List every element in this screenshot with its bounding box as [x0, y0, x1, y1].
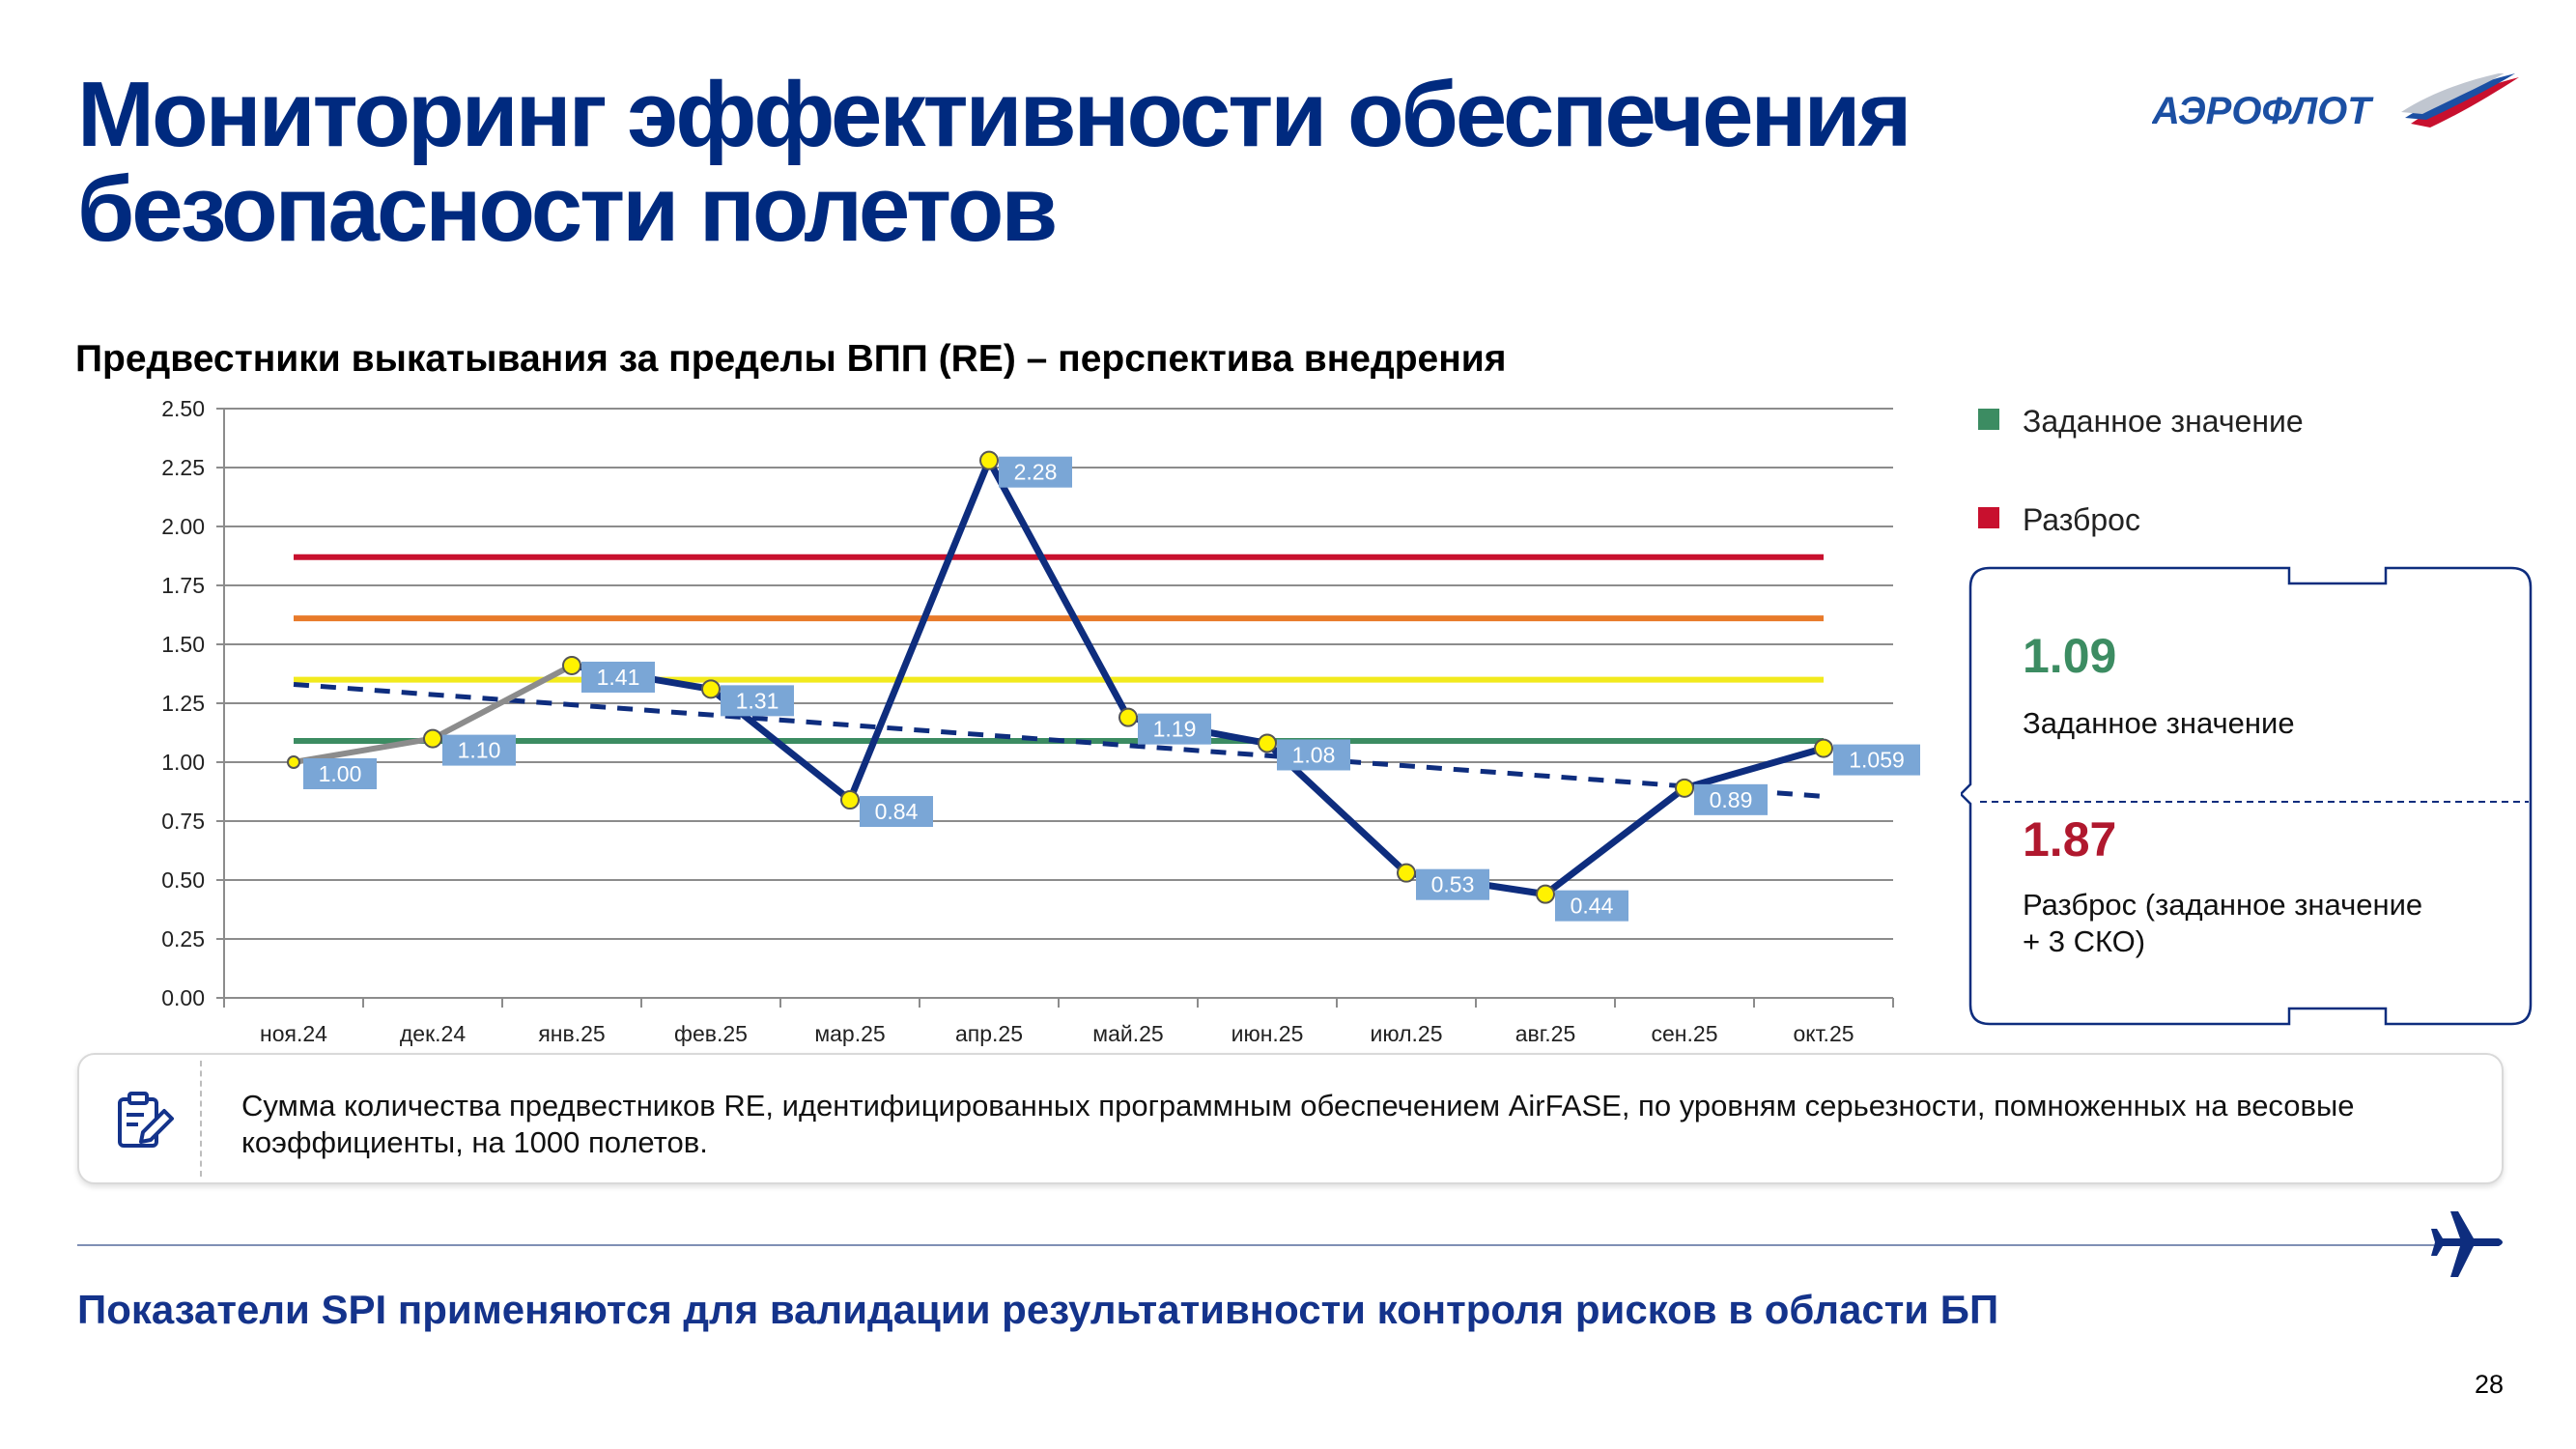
x-tick-label: янв.25: [538, 1021, 605, 1046]
data-point: [1536, 884, 1555, 904]
data-point: [1814, 738, 1833, 758]
x-tick-label: фев.25: [674, 1021, 748, 1046]
data-label-box: [581, 661, 655, 693]
legend-item-target: Заданное значение: [1978, 404, 2304, 440]
data-label-box: [999, 456, 1072, 488]
note-divider: [200, 1061, 202, 1177]
title-line-2: безопасности полетов: [77, 157, 1058, 261]
data-point: [979, 450, 999, 470]
page-number: 28: [2475, 1370, 2505, 1399]
data-label: 1.19: [1153, 717, 1197, 742]
data-point: [1675, 778, 1694, 798]
data-label: 1.10: [458, 738, 501, 763]
data-label: 1.41: [597, 665, 640, 690]
data-label: 0.53: [1431, 872, 1475, 897]
data-label-box: [860, 796, 933, 828]
clipboard-edit-icon: [118, 1092, 174, 1148]
data-point: [562, 655, 581, 675]
data-label-box: [442, 734, 516, 766]
logo-text: АЭРОФЛОТ: [2152, 90, 2374, 132]
data-label: 2.28: [1014, 460, 1058, 485]
x-tick-label: сен.25: [1652, 1021, 1718, 1046]
x-tick-label: апр.25: [955, 1021, 1023, 1046]
x-tick-label: май.25: [1092, 1021, 1163, 1046]
data-point: [1397, 863, 1416, 883]
line-chart: 0.00 0.25 0.50 0.75 1.00 1.25 1.50 1.75 2.00 2.25…: [161, 396, 1920, 1046]
x-tick-label: мар.25: [814, 1021, 885, 1046]
data-point: [1258, 733, 1277, 753]
data-label-box: [1138, 713, 1211, 745]
data-point: [423, 728, 442, 749]
y-tick-label: 0.25: [161, 926, 205, 952]
spread-label-line-1: Разброс (заданное значение: [2023, 888, 2423, 922]
data-label-box: [1833, 744, 1920, 776]
data-label: 0.84: [875, 799, 919, 824]
y-tick-label: 0.50: [161, 867, 205, 893]
aeroflot-logo: АЭРОФЛОТ: [2152, 73, 2519, 132]
spread-label: Разброс (заданное значение + 3 СКО): [2023, 887, 2467, 960]
data-point: [287, 755, 300, 769]
info-callout-box: [1961, 566, 2533, 1026]
spread-value: 1.87: [2023, 812, 2117, 867]
legend-swatch-green: [1978, 409, 1999, 430]
y-tick-label: 2.50: [161, 396, 205, 421]
page-title: Мониторинг эффективности обеспечения без…: [77, 68, 2009, 257]
y-tick-label: 1.75: [161, 573, 205, 598]
title-line-1: Мониторинг эффективности обеспечения: [77, 63, 1912, 166]
wing-flag-icon: [2401, 73, 2519, 128]
y-tick-label: 2.00: [161, 514, 205, 539]
target-label: Заданное значение: [2023, 706, 2295, 740]
legend-swatch-red: [1978, 507, 1999, 528]
data-label: 0.44: [1571, 894, 1614, 919]
x-tick-label: дек.24: [400, 1021, 466, 1046]
spread-label-line-2: + 3 СКО): [2023, 924, 2146, 958]
data-label-box: [303, 758, 377, 789]
x-tick-label: окт.25: [1793, 1021, 1854, 1046]
target-value: 1.09: [2023, 629, 2117, 683]
x-tick-label: авг.25: [1515, 1021, 1576, 1046]
data-label: 1.059: [1849, 748, 1905, 773]
data-label-box: [721, 685, 794, 717]
y-tick-label: 1.00: [161, 750, 205, 775]
data-label: 1.00: [319, 761, 362, 786]
data-label: 0.89: [1710, 787, 1753, 812]
footer-statement: Показатели SPI применяются для валидации…: [77, 1287, 1999, 1332]
x-tick-label: июн.25: [1231, 1021, 1304, 1046]
data-label: 1.08: [1292, 742, 1336, 767]
x-tick-label: ноя.24: [260, 1021, 327, 1046]
chart-title: Предвестники выкатывания за пределы ВПП …: [75, 338, 1507, 380]
note-text: Сумма количества предвестников RE, идент…: [241, 1089, 2355, 1159]
x-tick-label: июл.25: [1371, 1021, 1443, 1046]
airplane-icon: [2431, 1211, 2503, 1277]
data-point: [840, 790, 860, 810]
y-tick-label: 0.75: [161, 809, 205, 834]
y-tick-label: 2.25: [161, 455, 205, 480]
y-tick-label: 0.00: [161, 985, 205, 1010]
legend-label-target: Заданное значение: [2023, 404, 2304, 439]
y-tick-label: 1.25: [161, 691, 205, 716]
y-tick-label: 1.50: [161, 632, 205, 657]
data-point: [1118, 707, 1138, 727]
data-point: [701, 679, 721, 699]
definition-note: Сумма количества предвестников RE, идент…: [77, 1053, 2504, 1184]
footer-divider: [77, 1244, 2434, 1246]
data-label-box: [1277, 739, 1350, 771]
legend-item-spread: Разброс: [1978, 502, 2140, 538]
data-label-box: [1555, 890, 1628, 922]
data-label: 1.31: [736, 688, 779, 713]
legend-label-spread: Разброс: [2023, 502, 2140, 537]
data-label-box: [1694, 783, 1768, 815]
data-label-box: [1416, 868, 1489, 900]
trend-line: [293, 681, 1825, 799]
